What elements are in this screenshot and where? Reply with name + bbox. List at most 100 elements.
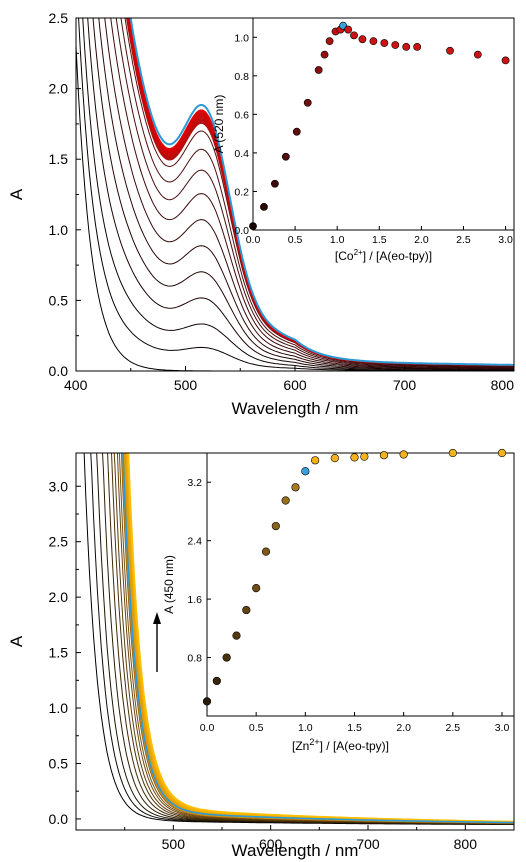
top-xtick-label: 500	[174, 377, 198, 393]
top-xtick-label: 800	[491, 377, 515, 393]
top-inset-point	[446, 46, 454, 55]
top-inset-xtick-label: 0.0	[246, 234, 261, 246]
top-inset-point	[369, 37, 378, 46]
bottom-inset-xtick-label: 0.5	[249, 722, 264, 734]
bottom-inset-xtick-label: 1.5	[347, 722, 362, 734]
bottom-xtick-label: 500	[162, 836, 186, 852]
bottom-arrow-head	[153, 612, 161, 624]
bottom-series-group	[83, 453, 514, 826]
top-inset-x-axis-title: [Co2+] / [A(eo-tpy)]	[335, 248, 432, 263]
top-inset-frame	[252, 17, 515, 231]
bottom-inset-point	[330, 454, 339, 463]
bottom-inset-xtick-label: 2.5	[446, 722, 461, 734]
bottom-ytick-label: 1.0	[49, 700, 69, 716]
top-series-line	[110, 18, 514, 368]
top-inset-xtick-label: 0.5	[288, 234, 303, 246]
bottom-inset-point	[379, 451, 389, 460]
top-inset-ytick-label: 0.6	[234, 109, 249, 121]
top-inset-point	[391, 41, 400, 49]
top-inset-point	[249, 222, 257, 231]
top-inset-xtick-label: 2.0	[414, 234, 429, 246]
top-inset-point	[358, 35, 367, 44]
bottom-inset-xtick-label: 3.0	[495, 722, 510, 734]
bottom-series-line	[127, 453, 514, 823]
top-inset-point	[413, 43, 422, 51]
bottom-x-axis-title: Wavelength / nm	[232, 841, 359, 860]
top-xtick-label: 700	[393, 377, 417, 393]
top-inset-point	[260, 202, 268, 211]
bottom-inset-point	[291, 483, 300, 492]
bottom-inset-point	[399, 450, 408, 459]
bottom-inset-point	[360, 452, 369, 461]
top-ytick-label: 1.5	[49, 151, 69, 167]
top-inset-xlabel-sup: 2+	[354, 248, 363, 257]
top-ytick-label: 0.5	[49, 292, 69, 308]
bottom-inset-ytick-label: 0.8	[187, 653, 202, 665]
top-inset-point	[314, 66, 323, 74]
top-series-line	[115, 18, 514, 367]
top-inset-point	[281, 152, 290, 161]
top-inset-ytick-label: 0.2	[234, 186, 249, 198]
bottom-inset-point	[242, 605, 251, 615]
bottom-y-axis-title: A	[7, 635, 26, 647]
bottom-inset-xlabel-part: ] / [A(eo-tpy)]	[320, 739, 389, 753]
top-xtick-label: 600	[283, 377, 307, 393]
bottom-inset-y-axis-title: A (450 nm)	[162, 555, 176, 614]
bottom-ytick-label: 2.0	[49, 589, 69, 605]
bottom-ytick-label: 0.5	[49, 755, 69, 771]
top-inset-ytick-label: 0.0	[234, 225, 249, 237]
bottom-inset-ytick-label: 3.2	[187, 477, 202, 489]
top-inset-point	[402, 43, 411, 51]
bottom-inset-xlabel-part: [Zn	[292, 739, 309, 753]
bottom-ytick-label: 3.0	[49, 478, 69, 494]
bottom-inset-ytick-label: 1.6	[187, 594, 202, 606]
top-ytick-label: 0.0	[49, 363, 69, 379]
top-inset-point	[350, 31, 358, 40]
top-inset-ytick-label: 0.4	[234, 148, 249, 160]
top-series-line	[98, 18, 514, 369]
bottom-ytick-label: 2.5	[49, 534, 69, 550]
bottom-inset-xtick-label: 0.0	[200, 722, 215, 734]
bottom-inset-xlabel-sup: 2+	[309, 737, 319, 747]
top-inset-xtick-label: 1.0	[330, 234, 345, 246]
top-inset-point	[344, 25, 353, 34]
bottom-xtick-label: 700	[356, 836, 380, 852]
top-inset-point	[270, 179, 279, 188]
bottom-inset-point	[448, 448, 457, 458]
top-inset-y-axis-title: A (520 nm)	[212, 95, 226, 154]
bottom-xtick-label: 600	[259, 836, 283, 852]
top-inset-point	[325, 37, 334, 46]
top-inset-xlabel-part: ] / [A(eo-tpy)]	[363, 249, 432, 263]
bottom-inset-point	[222, 653, 231, 662]
top-inset-point	[292, 127, 301, 136]
bottom-ytick-label: 1.5	[49, 645, 69, 661]
bottom-inset-point	[311, 456, 320, 465]
bottom-inset-point	[271, 521, 280, 531]
bottom-inset-x-axis-title: [Zn2+] / [A(eo-tpy)]	[292, 737, 389, 753]
bottom-inset-point	[202, 697, 212, 706]
top-ytick-label: 2.5	[49, 10, 69, 26]
bottom-xtick-label: 800	[454, 836, 478, 852]
bottom-chart: 500 600 700 800 0.0 0.5 1.0 1.5 2.0 2.5 3.0 Wavelen…	[7, 452, 515, 860]
bottom-inset-xtick-label: 1.0	[298, 722, 313, 734]
bottom-ytick-label: 0.0	[49, 811, 69, 827]
top-inset-xlabel-part: [Co	[335, 249, 354, 263]
bottom-inset-frame	[206, 452, 515, 717]
top-ytick-label: 1.0	[49, 222, 69, 238]
bottom-inset-point	[350, 453, 359, 462]
top-series-line-blue	[129, 18, 514, 366]
top-inset-xtick-label: 2.5	[456, 234, 471, 246]
bottom-inset-xtick-label: 2.0	[396, 722, 411, 734]
bottom-series-line-blue	[122, 453, 514, 824]
top-xtick-label: 400	[64, 377, 88, 393]
bottom-inset-point	[281, 496, 290, 505]
top-inset-ytick-label: 0.8	[234, 71, 249, 83]
top-series-line	[92, 18, 514, 370]
bottom-inset-point	[212, 676, 221, 686]
bottom-inset-point	[497, 448, 507, 458]
top-series-line	[87, 18, 514, 370]
bottom-inset-point	[252, 584, 261, 593]
bottom-inset-point	[232, 631, 241, 640]
top-series-line	[104, 18, 514, 368]
top-inset-point	[320, 50, 329, 59]
